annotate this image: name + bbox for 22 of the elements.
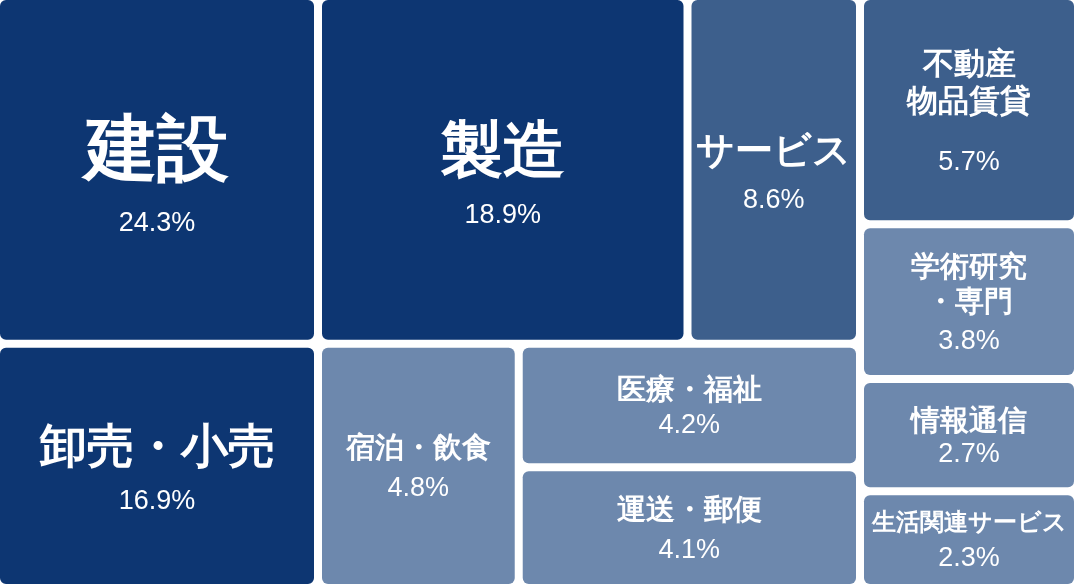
category-label: 運送・郵便	[616, 492, 762, 527]
category-label: 建設	[81, 105, 229, 190]
data-label: 4.1%	[658, 533, 721, 564]
category-label: 宿泊・飲食	[344, 429, 491, 464]
category-label: 卸売・小売	[38, 418, 275, 474]
category-label: 製造	[439, 113, 565, 187]
data-label: 18.9%	[464, 198, 542, 229]
category-label: 情報通信	[909, 402, 1027, 437]
data-label: 8.6%	[742, 183, 805, 214]
category-label: 不動産物品賃貸	[906, 44, 1031, 118]
category-label: 生活関連サービス	[870, 507, 1067, 536]
data-label: 2.7%	[938, 438, 1000, 469]
category-label: 医療・福祉	[616, 372, 762, 407]
data-label: 2.3%	[938, 542, 1000, 573]
category-label: サービス	[696, 127, 852, 172]
data-label: 4.2%	[658, 408, 721, 439]
data-label: 3.8%	[938, 325, 1000, 356]
data-label: 5.7%	[938, 146, 1000, 177]
data-label: 4.8%	[387, 472, 450, 503]
data-label: 16.9%	[118, 485, 196, 516]
data-label: 24.3%	[118, 206, 196, 237]
category-label: 学術研究・専門	[911, 248, 1027, 318]
